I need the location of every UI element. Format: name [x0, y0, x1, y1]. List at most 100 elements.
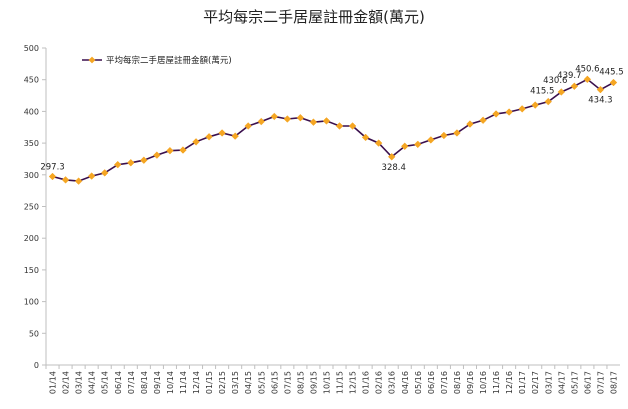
- x-tick-label: 07/15: [283, 371, 292, 394]
- data-point: [218, 129, 226, 137]
- data-point: [296, 113, 305, 122]
- data-point: [596, 85, 605, 94]
- x-tick-label: 04/14: [88, 371, 97, 394]
- legend-label: 平均每宗二手居屋註冊金額(萬元): [106, 55, 232, 66]
- data-point: [531, 101, 539, 109]
- x-tick-label: 11/15: [336, 371, 345, 394]
- data-point: [518, 105, 526, 113]
- data-point: [570, 82, 579, 90]
- data-label: 445.5: [599, 68, 623, 78]
- data-point: [361, 133, 370, 142]
- y-tick-label: 500: [24, 44, 39, 53]
- data-point: [440, 131, 448, 140]
- data-point: [387, 153, 396, 161]
- data-point: [74, 177, 83, 185]
- x-tick-label: 07/16: [440, 371, 449, 394]
- x-tick-label: 03/17: [544, 371, 553, 394]
- y-tick-label: 350: [24, 139, 39, 148]
- x-tick-label: 06/17: [583, 371, 592, 394]
- y-tick-label: 100: [24, 298, 39, 307]
- x-tick-label: 02/16: [375, 371, 384, 394]
- x-tick-label: 06/15: [270, 371, 279, 394]
- y-tick-label: 150: [24, 266, 39, 275]
- data-point: [231, 132, 239, 140]
- data-point: [87, 172, 96, 180]
- data-point: [427, 136, 435, 144]
- x-tick-label: 06/16: [427, 371, 436, 394]
- data-label: 415.5: [530, 87, 554, 97]
- y-tick-label: 0: [34, 361, 39, 370]
- data-point: [335, 122, 344, 130]
- x-tick-label: 05/14: [101, 371, 110, 394]
- x-tick-label: 07/14: [127, 371, 136, 394]
- x-tick-label: 12/15: [349, 371, 358, 394]
- data-point: [544, 97, 553, 106]
- x-tick-label: 10/14: [166, 371, 175, 394]
- x-tick-label: 11/14: [179, 371, 188, 394]
- data-point: [400, 142, 409, 151]
- data-label: 430.6: [543, 76, 567, 86]
- x-tick-label: 05/17: [570, 371, 579, 394]
- x-tick-label: 04/15: [244, 371, 253, 394]
- data-point: [492, 110, 500, 118]
- data-point: [113, 160, 122, 169]
- x-tick-label: 10/15: [322, 371, 331, 394]
- data-point: [583, 75, 592, 84]
- x-tick-label: 03/15: [231, 371, 240, 394]
- x-tick-label: 02/17: [531, 371, 540, 394]
- legend-marker: [88, 56, 96, 64]
- x-tick-label: 01/15: [205, 371, 214, 394]
- x-tick-label: 03/14: [75, 371, 84, 394]
- data-point: [466, 120, 474, 128]
- data-point: [479, 116, 487, 125]
- x-tick-label: 09/14: [153, 371, 162, 394]
- chart-title: 平均每宗二手居屋註冊金額(萬元): [203, 8, 425, 26]
- y-tick-label: 250: [24, 203, 39, 212]
- y-tick-label: 50: [29, 329, 39, 338]
- data-point: [505, 108, 513, 116]
- x-tick-label: 08/17: [609, 371, 618, 394]
- data-point: [48, 172, 57, 181]
- data-point: [179, 146, 187, 154]
- data-label: 450.6: [575, 64, 599, 74]
- x-tick-label: 08/16: [453, 371, 462, 394]
- x-tick-label: 04/17: [557, 371, 566, 394]
- data-point: [205, 133, 213, 141]
- y-tick-label: 400: [24, 107, 39, 116]
- data-point: [609, 78, 618, 87]
- y-tick-label: 300: [24, 171, 39, 180]
- x-tick-label: 07/17: [596, 371, 605, 394]
- data-point: [309, 118, 318, 126]
- x-tick-label: 09/15: [309, 371, 318, 394]
- data-point: [270, 112, 279, 121]
- x-tick-label: 02/14: [62, 371, 71, 394]
- data-point: [453, 129, 461, 137]
- x-tick-label: 01/16: [362, 371, 371, 394]
- data-point: [100, 169, 109, 177]
- data-point: [348, 122, 357, 130]
- data-point: [557, 88, 566, 96]
- data-point: [127, 159, 135, 167]
- data-point: [322, 117, 331, 125]
- data-point: [414, 140, 422, 149]
- data-label: 297.3: [40, 163, 64, 173]
- data-label: 439.7: [557, 71, 581, 81]
- data-point: [140, 156, 148, 164]
- x-tick-label: 11/16: [492, 371, 501, 394]
- data-point: [192, 138, 200, 146]
- y-tick-label: 450: [24, 76, 39, 85]
- data-label: 434.3: [588, 96, 612, 106]
- x-tick-label: 03/16: [388, 371, 397, 394]
- x-tick-label: 04/16: [401, 371, 410, 394]
- x-tick-label: 05/15: [257, 371, 266, 394]
- x-tick-label: 02/15: [218, 371, 227, 394]
- x-tick-label: 10/16: [479, 371, 488, 394]
- data-point: [374, 139, 383, 147]
- x-tick-label: 06/14: [114, 371, 123, 394]
- x-tick-label: 12/16: [505, 371, 514, 394]
- data-point: [257, 117, 266, 126]
- data-point: [153, 151, 161, 159]
- x-tick-label: 01/17: [518, 371, 527, 394]
- data-point: [61, 176, 70, 184]
